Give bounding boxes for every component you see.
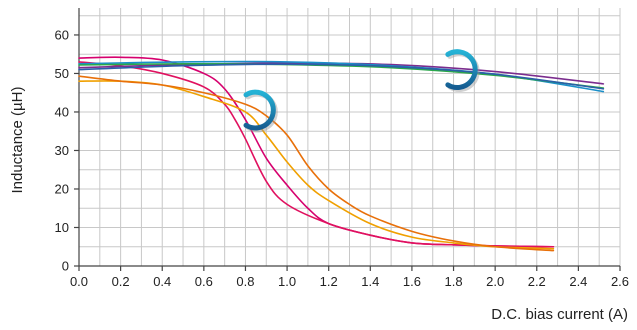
y-tick-label: 40 (55, 104, 69, 119)
x-tick-label: 0.0 (70, 274, 88, 289)
curve-markers (243, 49, 480, 133)
x-tick-label: 2.6 (611, 274, 629, 289)
series-line-8 (78, 63, 605, 90)
x-axis-label: D.C. bias current (A) (491, 306, 628, 323)
left-arc-marker (243, 89, 278, 133)
series-line-7 (78, 63, 605, 89)
axes (78, 8, 620, 267)
x-tick-label: 2.0 (486, 274, 504, 289)
x-tick-label: 1.2 (320, 274, 338, 289)
y-tick-label: 0 (62, 259, 69, 274)
right-arc-marker (445, 49, 480, 93)
x-tick-label: 2.4 (569, 274, 587, 289)
x-tick-label: 0.6 (195, 274, 213, 289)
x-tick-label: 1.8 (444, 274, 462, 289)
minor-grid (78, 8, 621, 266)
y-axis-label: Inductance (µH) (9, 86, 26, 193)
y-tick-label: 60 (55, 27, 69, 42)
x-tick-label: 2.2 (528, 274, 546, 289)
y-tick-label: 10 (55, 220, 69, 235)
x-tick-labels: 0.0 0.2 0.4 0.6 0.8 1.0 1.2 1.4 1.6 1.8 2.0 2.2 2.4 2… (70, 266, 629, 289)
x-tick-label: 1.0 (278, 274, 296, 289)
series-line-3 (78, 80, 555, 250)
y-tick-label: 50 (55, 66, 69, 81)
x-tick-label: 0.2 (112, 274, 130, 289)
y-tick-labels: 0 10 20 30 40 50 60 (55, 27, 79, 274)
y-tick-label: 30 (55, 143, 69, 158)
x-tick-label: 1.4 (361, 274, 379, 289)
series-line-4 (78, 75, 555, 252)
x-tick-label: 0.4 (153, 274, 171, 289)
x-tick-label: 1.6 (403, 274, 421, 289)
x-tick-label: 0.8 (236, 274, 254, 289)
series-line-2 (78, 61, 555, 248)
series-lines (78, 56, 605, 252)
y-tick-label: 20 (55, 181, 69, 196)
